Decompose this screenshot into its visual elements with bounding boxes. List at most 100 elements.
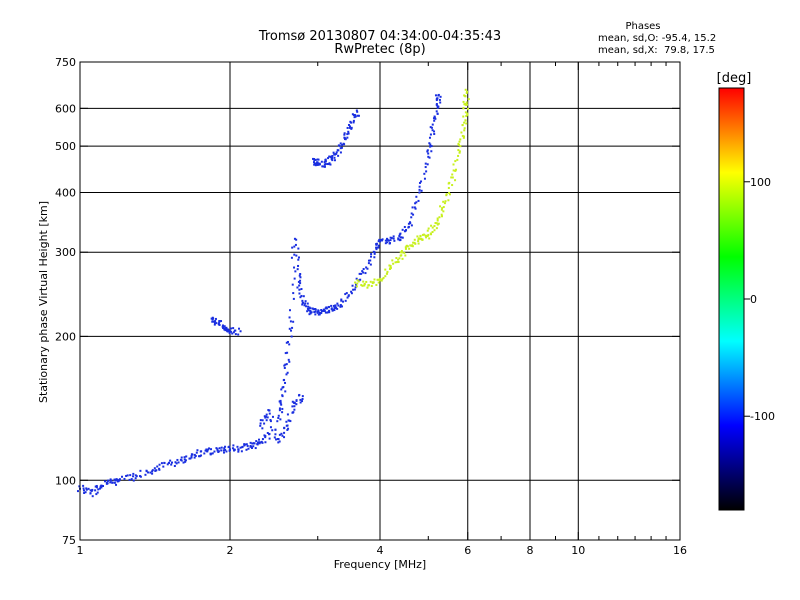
data-point [336, 302, 339, 305]
data-point [288, 419, 291, 422]
data-point [360, 284, 363, 287]
plot-frame [79, 61, 681, 541]
data-point [314, 310, 317, 313]
data-point [134, 474, 137, 477]
data-point [263, 422, 266, 425]
data-point [247, 447, 250, 450]
data-point [306, 310, 309, 313]
data-point [452, 169, 455, 172]
data-point [283, 378, 286, 381]
data-point [388, 264, 391, 267]
data-point [392, 235, 395, 238]
data-point [286, 371, 289, 374]
data-point [284, 381, 287, 384]
data-point [389, 265, 392, 268]
data-point [269, 426, 272, 429]
data-point [423, 177, 426, 180]
data-point [301, 395, 304, 398]
data-point [285, 420, 288, 423]
data-point [327, 310, 330, 313]
data-point [310, 311, 313, 314]
y-tick-label: 500 [55, 140, 76, 153]
data-point [255, 440, 258, 443]
data-point [404, 247, 407, 250]
data-point [300, 288, 303, 291]
data-point [425, 236, 428, 239]
data-point [264, 436, 267, 439]
data-point [293, 253, 296, 256]
data-point [283, 364, 286, 367]
data-point [398, 235, 401, 238]
data-point [263, 434, 266, 437]
data-point [445, 194, 448, 197]
data-point [346, 133, 349, 136]
data-point [352, 121, 355, 124]
data-point [292, 297, 295, 300]
data-point [373, 278, 376, 281]
data-point [300, 294, 303, 297]
data-point [338, 144, 341, 147]
data-point [249, 444, 252, 447]
data-point [214, 319, 217, 322]
data-point [427, 155, 430, 158]
data-point [442, 200, 445, 203]
data-point [355, 109, 358, 112]
data-point [265, 419, 268, 422]
data-point [246, 444, 249, 447]
data-point [382, 276, 385, 279]
data-point [234, 333, 237, 336]
data-point [462, 135, 465, 138]
data-point [305, 305, 308, 308]
data-point [323, 161, 326, 164]
data-point [274, 433, 277, 436]
data-point [135, 475, 138, 478]
data-point [418, 185, 421, 188]
data-point [454, 179, 457, 182]
data-point [299, 282, 302, 285]
x-tick-label: 1 [77, 544, 84, 557]
data-point [273, 436, 276, 439]
data-point [275, 438, 278, 441]
data-point [188, 457, 191, 460]
data-point [330, 158, 333, 161]
data-point [279, 399, 282, 402]
data-point [213, 320, 216, 323]
data-point [464, 119, 467, 122]
data-point [412, 213, 415, 216]
data-point [361, 284, 364, 287]
data-point [431, 231, 434, 234]
data-point [307, 309, 310, 312]
data-point [450, 176, 453, 179]
data-point [174, 461, 177, 464]
data-point [337, 304, 340, 307]
data-point [409, 244, 412, 247]
data-point [287, 358, 290, 361]
data-point [317, 158, 320, 161]
data-point [245, 443, 248, 446]
data-point [378, 238, 381, 241]
data-point [214, 322, 217, 325]
data-point [223, 325, 226, 328]
data-point [297, 247, 300, 250]
data-point [409, 222, 412, 225]
data-point [258, 438, 261, 441]
data-point [369, 280, 372, 283]
data-point [327, 157, 330, 160]
data-point [318, 311, 321, 314]
data-point [216, 449, 219, 452]
data-point [384, 239, 387, 242]
data-point [312, 157, 315, 160]
data-point [342, 300, 345, 303]
data-point [435, 222, 438, 225]
data-point [436, 97, 439, 100]
data-point [236, 445, 239, 448]
y-tick-label: 100 [55, 474, 76, 487]
data-point [399, 251, 402, 254]
data-point [220, 446, 223, 449]
data-point [295, 238, 298, 241]
data-point [430, 126, 433, 129]
data-point [309, 312, 312, 315]
data-point [295, 403, 298, 406]
data-point [271, 415, 274, 418]
